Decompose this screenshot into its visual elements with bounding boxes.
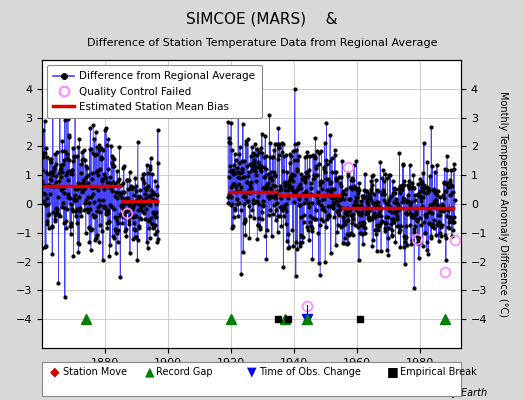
Text: Berkeley Earth: Berkeley Earth <box>415 388 487 398</box>
Text: SIMCOE (MARS)    &: SIMCOE (MARS) & <box>186 12 338 27</box>
Text: ▼: ▼ <box>247 366 256 378</box>
Text: Station Move: Station Move <box>63 367 127 377</box>
Text: Empirical Break: Empirical Break <box>400 367 476 377</box>
Y-axis label: Monthly Temperature Anomaly Difference (°C): Monthly Temperature Anomaly Difference (… <box>498 91 508 317</box>
Text: Record Gap: Record Gap <box>156 367 213 377</box>
Text: Time of Obs. Change: Time of Obs. Change <box>259 367 361 377</box>
Text: ◆: ◆ <box>50 366 60 378</box>
Text: Difference of Station Temperature Data from Regional Average: Difference of Station Temperature Data f… <box>87 38 437 48</box>
Text: ▲: ▲ <box>145 366 154 378</box>
Legend: Difference from Regional Average, Quality Control Failed, Estimated Station Mean: Difference from Regional Average, Qualit… <box>47 65 261 118</box>
Text: ■: ■ <box>387 366 399 378</box>
